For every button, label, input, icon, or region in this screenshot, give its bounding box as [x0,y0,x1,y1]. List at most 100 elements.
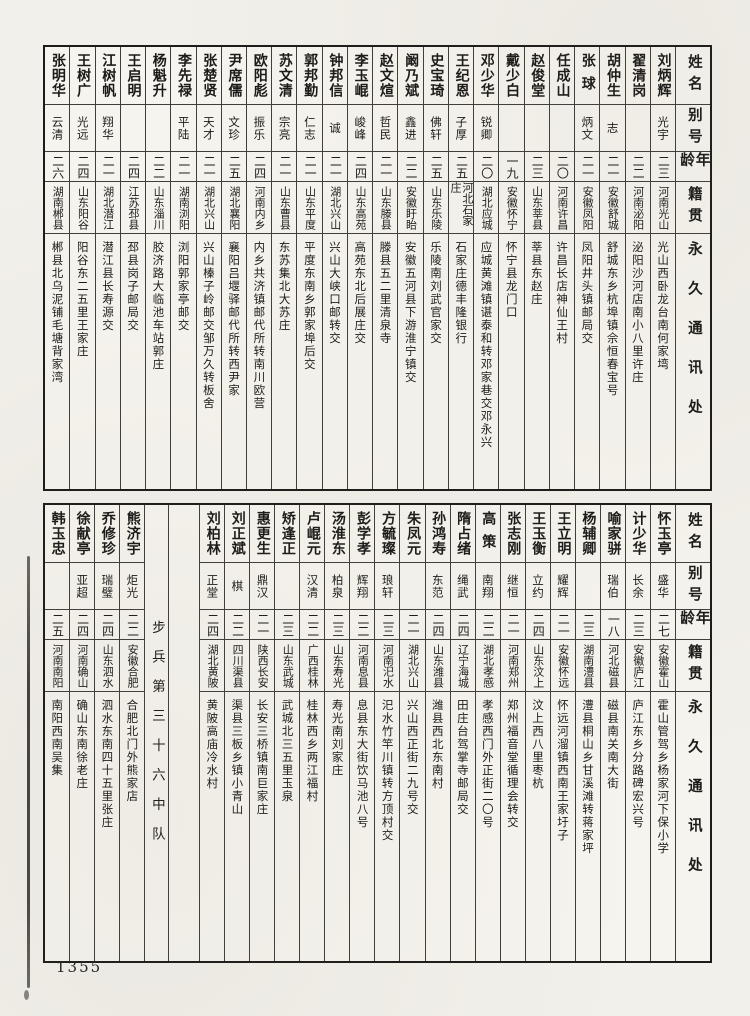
person-alias-cell: 鑫进 [398,105,423,152]
person-alias-cell: 炬光 [120,563,145,610]
person-age-cell: 二一 [600,152,625,182]
person-address-cell: 合肥北门外熊家店 [125,699,140,803]
person-alias-cell: 正堂 [200,563,225,610]
person-column: 卢崐元 汉清 二二 广西桂林 桂林西乡两江福村 [299,505,325,961]
person-alias-cell [45,563,70,610]
header-address-cell: 永久通讯处 [685,241,702,439]
person-age-cell: 二七 [650,610,675,640]
person-age-cell: 二四 [70,152,95,182]
person-column: 钟邦信诚二一 湖北兴山 兴山大峡口邮转交 [321,47,347,489]
person-column: 翟清岗 二二 河南泌阳 泌阳沙河店南小八里许庄 [624,47,650,489]
person-age-cell: 二三 [325,610,350,640]
person-column: 王树广 光远 二四 山东阳谷 阳谷东二五里王家庄 [69,47,95,489]
person-age-cell: 二四 [95,610,120,640]
person-address-cell: 南阳西南吴集 [50,699,65,777]
person-age-cell: 二一 [250,610,275,640]
person-name-cell: 郭邦勤 [297,47,322,105]
roster-table-top: 姓名 别号 年龄 籍贯 永久通讯处 刘炳辉 光宇 二三 河南光山 光山西卧龙台南何家塆 翟清岗 二二河… [43,45,712,491]
person-native-cell: 河南泌阳 [625,182,650,234]
person-alias-cell: 琅轩 [375,563,400,610]
person-native-cell: 山东阳谷 [70,182,95,234]
person-native-cell: 山东潍县 [425,640,450,692]
person-name-cell: 张楚贤 [196,47,221,105]
person-column: 史宝琦 佛轩 二五 山东乐陵 乐陵南刘武官家交 [422,47,448,489]
person-column: 王纪恩 子厚 二五 河北石家庄 石家庄德丰隆银行 [447,47,474,489]
person-native-cell: 湖北孝感 [475,640,500,692]
person-native-cell: 安徽霍山 [650,640,675,692]
person-address-cell: 阳谷东二五里王家庄 [75,241,90,358]
person-column: 刘柏林 正堂 二四 湖北黄陂 黄陂高庙冷水村 [199,505,225,961]
person-alias-cell: 绳武 [450,563,475,610]
person-age-cell: 二四 [120,152,146,182]
person-native-cell: 山东平度 [297,182,322,234]
header-name-cell: 姓名 [676,505,710,563]
person-address-cell: 许昌长店神仙王村 [555,241,570,345]
person-column: 王立明 耀辉 二一 安徽怀远 怀远河溜镇西南王家圩子 [549,505,575,961]
person-age-cell: 二四 [247,152,272,182]
person-column: 欧阳彪 振乐 二四 河南内乡 内乡共济镇邮代所转南川欧营 [246,47,272,489]
person-column: 刘正斌棋二二 四川渠县 渠县三板乡镇小青山 [224,505,250,961]
person-name-cell: 史宝琦 [423,47,448,105]
person-age-cell: 二一 [272,152,297,182]
person-native-cell: 湖北兴山 [400,640,425,692]
person-name-cell: 李玉崐 [347,47,373,105]
person-alias-cell: 佛轩 [423,105,448,152]
person-address-cell: 汜水竹竿川镇转方顶村交 [380,699,395,842]
person-native-cell: 湖北应城 [474,182,499,234]
person-alias-cell: 宗亮 [272,105,297,152]
person-name-cell: 任成山 [549,47,575,105]
person-column: 熊济宇 炬光 二二 安徽合肥 合肥北门外熊家店 [119,505,145,961]
person-address-cell: 莘县东赵庄 [529,241,544,306]
person-name-cell: 彭学孝 [350,505,375,563]
person-native-cell: 河南光山 [650,182,675,234]
person-alias-cell: 炳文 [575,105,600,152]
person-alias-cell: 瑞伯 [600,563,625,610]
person-age-cell: 二六 [45,152,70,182]
person-native-cell: 湖北襄阳 [221,182,247,234]
person-column: 王玉衡 立约 二四 山东汶上 汶上西八里枣杭 [524,505,550,961]
person-age-cell: 二三 [625,610,650,640]
person-alias-cell [549,105,575,152]
person-column: 计少华 长余 二三 安徽庐江 庐江东乡分路碑宏兴号 [624,505,650,961]
person-column: 张球 炳文 二一 安徽凤阳 凤阳井头镇邮局交 [574,47,600,489]
person-name-cell: 赵文煊 [373,47,398,105]
person-column: 杨魁升 二二 山东淄川 胶济路大临池车站郭庄 [145,47,171,489]
person-name-cell: 王立明 [550,505,575,563]
person-name-cell: 欧阳彪 [247,47,272,105]
person-address-cell: 平度东南乡郭家埠后交 [302,241,317,371]
person-address-cell: 汶上西八里枣杭 [530,699,545,790]
person-column: 李玉崐 峻峰 二四 山东高苑 高苑东北后展庄交 [346,47,373,489]
person-name-cell: 高策 [475,505,500,563]
person-age-cell: 二一 [500,610,525,640]
person-address-cell: 庐江东乡分路碑宏兴号 [631,699,646,829]
person-address-cell: 光山西卧龙台南何家塆 [656,241,671,371]
person-address-cell: 石家庄德丰隆银行 [454,241,469,345]
person-alias-cell: 棋 [225,563,250,610]
header-native-cell: 籍贯 [676,182,710,234]
person-alias-cell: 瑞璧 [95,563,120,610]
person-column: 刘炳辉 光宇 二三 河南光山 光山西卧龙台南何家塆 [649,47,675,489]
person-native-cell: 陕西长安 [250,640,275,692]
person-alias-cell [400,563,425,610]
person-column: 尹席儒 文珍 二五 湖北襄阳 襄阳吕堰驿邮代所转西尹家 [220,47,247,489]
person-name-cell: 韩玉忠 [45,505,70,563]
header-native-cell: 籍贯 [676,640,710,692]
person-address-cell: 泗水东南四十五里张庄 [100,699,115,829]
person-age-cell: 二一 [322,152,347,182]
person-alias-cell: 立约 [525,563,550,610]
person-address-cell: 乐陵南刘武官家交 [428,241,443,345]
person-address-cell: 滕县五二里清泉寺 [378,241,393,345]
person-name-cell: 徐献亭 [70,505,95,563]
person-alias-cell: 仁志 [297,105,322,152]
header-column: 姓名 别号 年龄 籍贯 永久通讯处 [675,47,710,489]
person-alias-cell: 振乐 [247,105,272,152]
person-native-cell: 山东曹县 [272,182,297,234]
person-column: 惠更生 鼎汉 二一 陕西长安 长安三桥镇南巨家庄 [249,505,275,961]
person-native-cell: 河南内乡 [247,182,272,234]
person-name-cell: 汤淮东 [325,505,350,563]
person-name-cell: 张明华 [45,47,70,105]
person-alias-cell: 光远 [70,105,95,152]
person-column: 赵文煊 哲民 二一 山东滕县 滕县五二里清泉寺 [372,47,398,489]
person-native-cell: 山东滕县 [373,182,398,234]
person-native-cell: 山东泗水 [95,640,120,692]
